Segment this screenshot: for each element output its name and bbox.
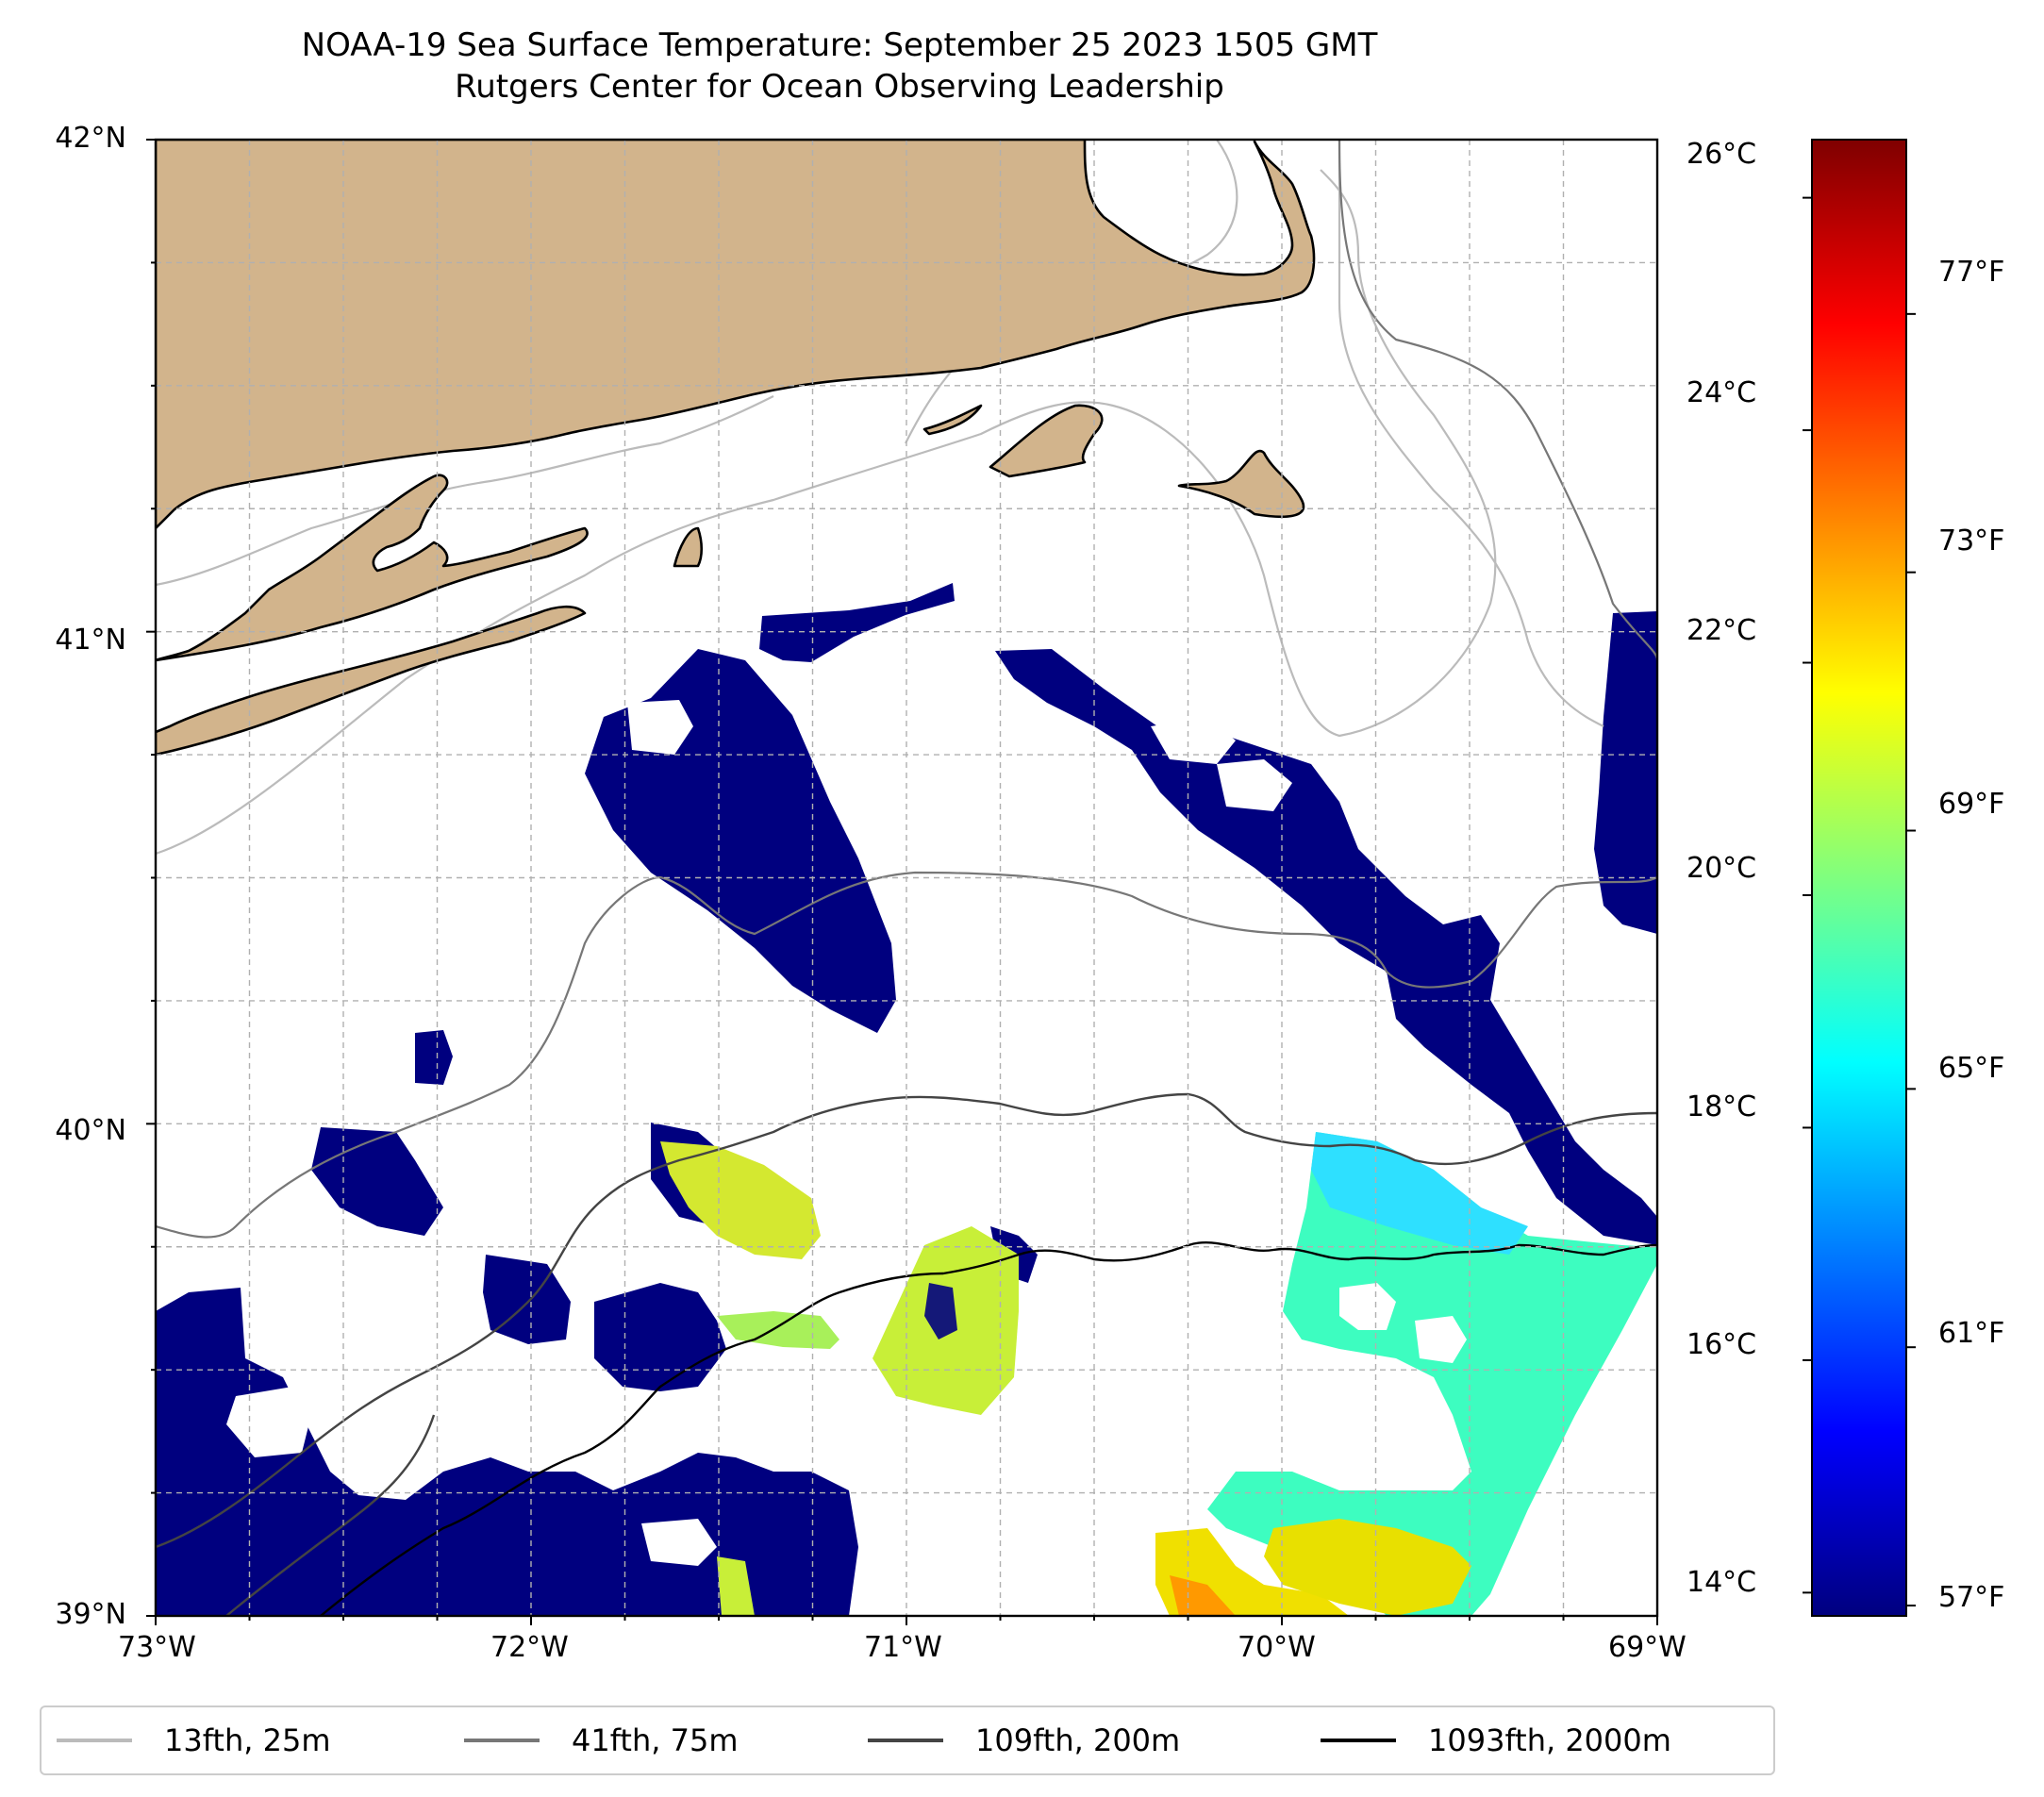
legend-item-25m: 13fth, 25m (57, 1722, 330, 1758)
land-nantucket (1177, 449, 1305, 519)
lon-tick-label: 71°W (864, 1631, 942, 1664)
contour-200m (225, 1414, 436, 1616)
contour-25m (1338, 140, 1604, 727)
lat-tick-label: 40°N (55, 1114, 126, 1147)
sst-warm-patch (660, 1141, 821, 1259)
legend-line-icon (1321, 1739, 1396, 1742)
lat-tick-label: 41°N (55, 624, 126, 657)
lon-tick-label: 70°W (1238, 1631, 1316, 1664)
axis-tick-marks (146, 139, 1658, 1625)
colorbar-celsius-label: 26°C (1687, 138, 1757, 171)
colorbar-celsius-label: 16°C (1687, 1328, 1757, 1361)
legend-line-icon (868, 1739, 943, 1742)
map-gridlines (156, 140, 1657, 1616)
bathymetry-contours (156, 140, 1657, 1616)
sst-warm-patch (717, 1556, 755, 1616)
sst-cold-patch (415, 1030, 453, 1085)
colorbar-celsius-label: 24°C (1687, 376, 1757, 409)
colorbar-fahrenheit-label: 65°F (1938, 1052, 2005, 1085)
sst-warm-patch (924, 1283, 957, 1339)
sst-cold-patch (759, 583, 955, 662)
data-gap (1151, 717, 1236, 764)
colorbar-fahrenheit-label: 61°F (1938, 1317, 2005, 1350)
lat-tick-label: 42°N (55, 122, 126, 155)
figure-subtitle: Rutgers Center for Ocean Observing Leade… (455, 68, 1224, 106)
data-gap (1415, 1316, 1467, 1363)
colorbar-celsius-label: 22°C (1687, 614, 1757, 647)
land-new-england (156, 140, 1316, 530)
lon-tick-label: 72°W (490, 1631, 569, 1664)
colorbar-fahrenheit-label: 57°F (1938, 1581, 2005, 1614)
contour-75m (1338, 140, 1657, 661)
contour-75m (156, 871, 1657, 1239)
contour-200m (156, 1092, 1657, 1549)
colorbar-celsius-label: 14°C (1687, 1566, 1757, 1599)
colorbar-celsius-label: 20°C (1687, 852, 1757, 885)
sst-warm-patch (1264, 1519, 1471, 1616)
data-gap (641, 1519, 717, 1566)
data-gap (627, 700, 693, 755)
land-elizabeth-islands (922, 404, 983, 436)
colorbar-tick-marks (1803, 196, 1916, 1607)
legend-item-75m: 41fth, 75m (464, 1722, 738, 1758)
data-gap (226, 1387, 311, 1457)
legend-label: 109fth, 200m (975, 1722, 1181, 1758)
legend-line-icon (57, 1739, 132, 1742)
contour-2000m (320, 1240, 1657, 1616)
sst-cold-patch (594, 1283, 726, 1391)
data-gap (1217, 759, 1292, 811)
legend-label: 41fth, 75m (572, 1722, 739, 1758)
sst-warm-patch (1311, 1132, 1528, 1255)
lat-tick-label: 39°N (55, 1598, 126, 1631)
contour-25m (156, 169, 1497, 856)
legend-line-icon (464, 1739, 540, 1742)
land-layer (156, 140, 1316, 757)
figure-title: NOAA-19 Sea Surface Temperature: Septemb… (301, 26, 1378, 64)
land-block-island (673, 526, 704, 568)
colorbar-celsius-label: 18°C (1687, 1090, 1757, 1123)
colorbar-fahrenheit-label: 73°F (1938, 524, 2005, 557)
land-long-island-fork (156, 605, 587, 757)
sst-warm-patch (1170, 1575, 1236, 1616)
legend-item-2000m: 1093fth, 2000m (1321, 1722, 1671, 1758)
colorbar-fahrenheit-label: 77°F (1938, 256, 2005, 289)
sst-cold-patch (1594, 611, 1657, 934)
sst-cold-patch (311, 1127, 443, 1236)
legend-label: 1093fth, 2000m (1428, 1722, 1671, 1758)
legend-item-200m: 109fth, 200m (868, 1722, 1180, 1758)
colorbar-fahrenheit-label: 69°F (1938, 788, 2005, 821)
land-long-island (156, 474, 589, 662)
lon-tick-label: 69°W (1608, 1631, 1687, 1664)
sst-warm-patch (717, 1311, 839, 1349)
colorbar (1811, 139, 1907, 1617)
lon-tick-label: 73°W (118, 1631, 196, 1664)
contour-legend: 13fth, 25m 41fth, 75m 109fth, 200m 1093f… (40, 1705, 1775, 1775)
data-gap (1339, 1283, 1396, 1330)
legend-label: 13fth, 25m (164, 1722, 331, 1758)
sst-warm-patch (1207, 1132, 1657, 1616)
sst-cold-patch (995, 649, 1657, 1245)
